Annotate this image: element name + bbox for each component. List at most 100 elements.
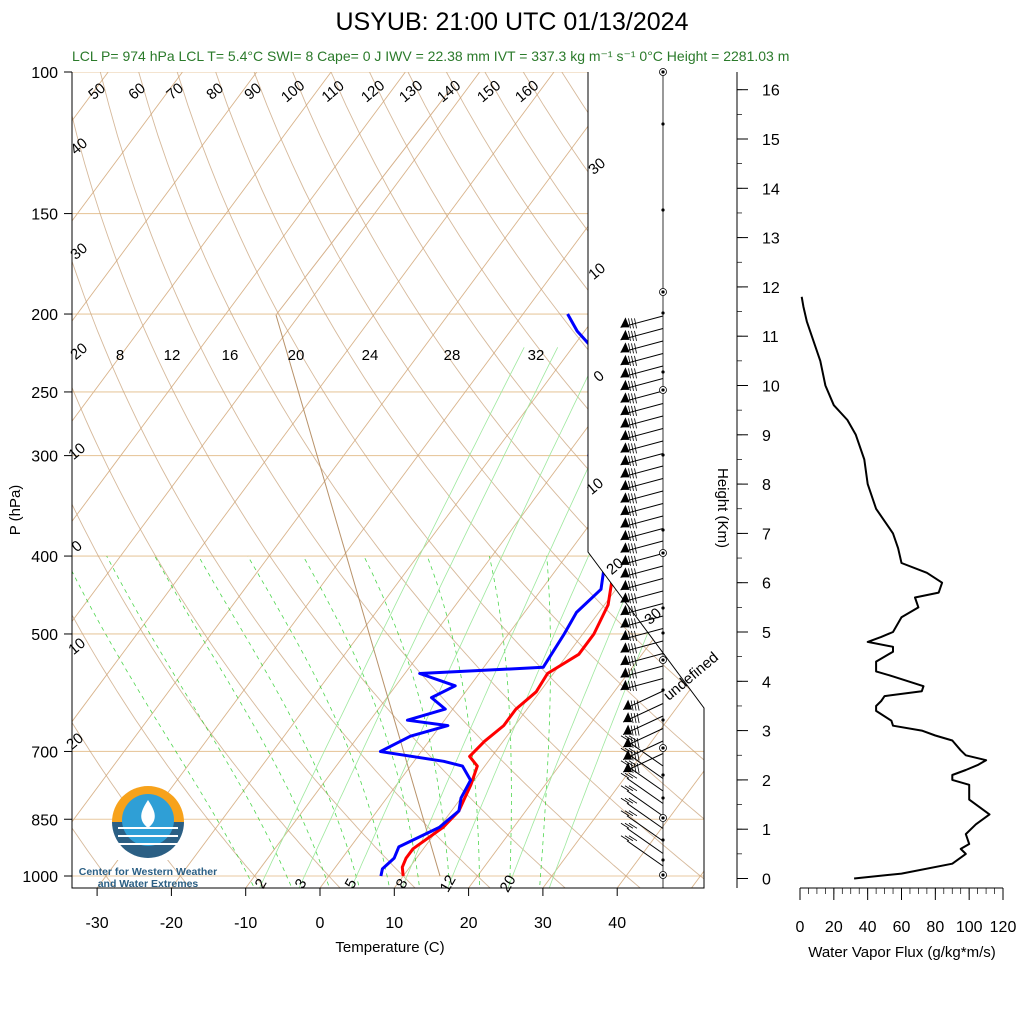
chart-subtitle: LCL P= 974 hPa LCL T= 5.4°C SWI= 8 Cape=…: [72, 48, 790, 64]
wind-barb-feather: [628, 680, 631, 691]
flux-x-tick-label: 20: [825, 919, 843, 936]
wind-barb-feather: [631, 530, 634, 541]
wind-barb-feather: [634, 330, 637, 341]
x-axis-label: Temperature (C): [335, 939, 444, 956]
wind-barb: [620, 578, 664, 591]
isotherm-label: 50: [85, 80, 109, 104]
y-axis-label: P (hPa): [7, 485, 24, 536]
wind-barb: [620, 553, 664, 566]
wind-barb-feather: [624, 747, 634, 754]
wind-barb: [622, 690, 664, 711]
wind-barb-feather: [631, 618, 634, 629]
moist-adiabat-line: [426, 555, 481, 888]
isotherm-label: 0: [68, 537, 85, 555]
wind-barb-flag: [623, 724, 633, 735]
wind-barb: [620, 453, 664, 466]
wind-barb-feather: [633, 725, 637, 736]
mixing-ratio-label: 12: [437, 872, 460, 895]
y-tick-label: 500: [31, 627, 58, 644]
wind-barb: [620, 565, 664, 579]
wind-barb: [620, 797, 664, 829]
y-tick-label: 250: [31, 385, 58, 402]
wind-barb-feather: [628, 505, 631, 516]
wind-barb-feather: [628, 418, 631, 429]
wind-barb-feather: [628, 430, 631, 441]
wind-barb-flag: [620, 329, 630, 340]
wind-barb: [620, 378, 664, 391]
wind-barb: [620, 353, 664, 366]
wind-barb-staff: [626, 840, 664, 867]
wind-barb: [620, 678, 664, 691]
wind-barb-flag: [620, 454, 630, 465]
height-tick-label: 15: [762, 132, 780, 149]
dry-adiabat-line: [72, 72, 120, 888]
wind-barb-feather: [631, 368, 634, 379]
mixing-ratio-label: 20: [288, 347, 305, 364]
wind-barb-feather: [630, 700, 634, 711]
wind-barb: [620, 440, 664, 454]
wind-barb-feather: [628, 643, 631, 654]
dry-adiabat-line: [176, 72, 704, 888]
wind-barb-feather: [628, 630, 631, 641]
dry-adiabat-line: [215, 72, 704, 888]
y-tick-label: 100: [31, 65, 58, 82]
wind-barb-feather: [631, 493, 634, 504]
wind-barb: [620, 810, 664, 842]
dry-adiabat-line: [72, 72, 270, 888]
dry-adiabat-line: [292, 72, 704, 888]
wind-barb-feather: [628, 343, 631, 354]
isotherm-label: undefined: [660, 649, 721, 704]
wind-barb-feather: [634, 418, 637, 429]
wind-barb-flag: [620, 479, 630, 490]
wind-barb-feather: [628, 480, 631, 491]
isotherm-line: [229, 72, 704, 888]
station-dot: [661, 688, 665, 692]
flux-x-tick-label: 100: [956, 919, 983, 936]
station-dot: [661, 746, 665, 750]
wind-barb: [620, 478, 664, 491]
wind-barb-feather: [634, 355, 637, 366]
wind-barb-feather: [631, 455, 634, 466]
wind-barb-feather: [620, 760, 630, 767]
wind-barb: [620, 515, 664, 529]
wind-barb-feather: [628, 747, 638, 754]
moist-adiabat-line: [154, 555, 332, 888]
wind-barb-feather: [628, 530, 631, 541]
wind-barb-feather: [628, 368, 631, 379]
y-tick-label: 700: [31, 744, 58, 761]
wind-barb-feather: [628, 797, 638, 804]
mixing-ratio-label: 20: [497, 872, 520, 895]
wind-barb: [620, 603, 664, 616]
wind-barb-feather: [634, 668, 637, 679]
wind-barb-feather: [634, 580, 637, 591]
wind-barb: [620, 328, 664, 341]
isotherm-line: [526, 72, 704, 888]
height-tick-label: 2: [762, 773, 771, 790]
wind-barb-feather: [624, 785, 634, 792]
wind-barb: [620, 315, 664, 329]
isotherm-line: [72, 72, 359, 888]
wind-barb-feather: [628, 443, 631, 454]
wind-barb-feather: [636, 713, 640, 724]
wind-barb-feather: [628, 468, 631, 479]
wind-barb-feather: [628, 568, 631, 579]
wind-barb-feather: [620, 797, 630, 804]
mixing-ratio-label: 12: [164, 347, 181, 364]
height-tick-label: 8: [762, 477, 771, 494]
wind-barb-feather: [636, 763, 640, 774]
wind-barb-feather: [634, 505, 637, 516]
wind-barb: [620, 772, 664, 804]
wind-barb-feather: [628, 735, 638, 742]
isotherm-line: [72, 72, 434, 888]
parcel-line-upper: [275, 89, 451, 316]
isotherm-label: 20: [67, 340, 91, 364]
station-dot: [661, 658, 665, 662]
mixing-ratio-label: 32: [528, 347, 545, 364]
wind-barb-feather: [636, 738, 640, 749]
isotherm-label: 150: [474, 77, 504, 106]
wind-barb-feather: [631, 430, 634, 441]
wind-barb: [622, 740, 664, 761]
wind-barb-feather: [624, 810, 634, 817]
wind-barb-feather: [634, 380, 637, 391]
wind-barb-feather: [631, 518, 634, 529]
